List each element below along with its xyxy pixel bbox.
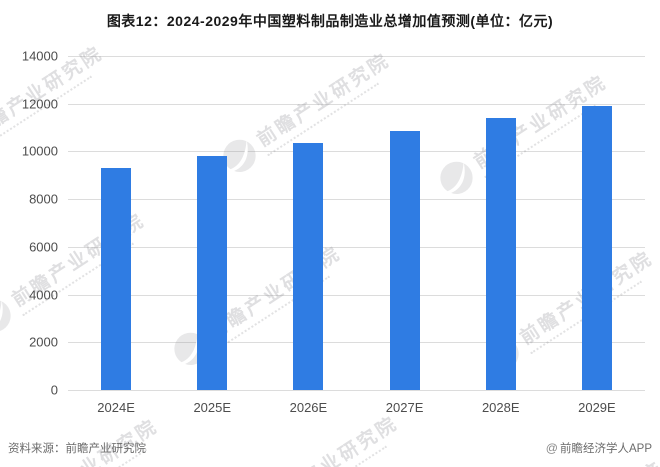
qianzhan-logo-watermark-icon [440, 161, 473, 194]
gridline-14000 [68, 56, 645, 57]
brand-caption-label: 前瞻经济学人APP [559, 443, 652, 455]
y-tick-label-6000: 6000 [29, 239, 58, 255]
gridline-8000 [68, 199, 645, 201]
source-caption: 资料来源：前瞻产业研究院 [8, 443, 146, 455]
qianzhan-watermark: 前瞻产业研究院 [0, 411, 166, 467]
y-tick-label-10000: 10000 [21, 143, 58, 159]
bar-2024E [101, 168, 132, 390]
y-tick-label-14000: 14000 [21, 48, 58, 64]
gridline-2000 [68, 342, 645, 344]
watermark-subline [275, 445, 388, 467]
y-tick-label-8000: 8000 [29, 191, 58, 207]
gridline-10000 [68, 151, 645, 153]
watermark-text: 前瞻产业研究院 [261, 412, 403, 467]
y-tick-label-12000: 12000 [21, 96, 58, 112]
bar-2029E [581, 106, 612, 390]
gridline-4000 [68, 294, 645, 296]
x-axis-label-2027E: 2027E [385, 400, 424, 415]
x-axis-label-2025E: 2025E [193, 400, 232, 415]
y-tick-label-0: 0 [50, 382, 58, 398]
bar-2027E [389, 130, 420, 390]
watermark-subline [0, 75, 93, 150]
bar-2026E [293, 143, 324, 390]
gridline-6000 [68, 246, 645, 248]
bar-2028E [485, 118, 516, 390]
watermark-text: 前瞻产业研究院 [253, 49, 395, 152]
y-tick-label-4000: 4000 [29, 287, 58, 303]
gridline-12000 [68, 103, 645, 105]
qianzhan-watermark: 前瞻产业研究院 [224, 408, 406, 467]
x-axis-label-2024E: 2024E [97, 400, 135, 415]
x-axis-label-2026E: 2026E [289, 400, 328, 415]
x-axis-label-2028E: 2028E [481, 400, 520, 415]
gridline-0 [68, 390, 645, 391]
x-axis-label-2029E: 2029E [578, 400, 616, 415]
chart-title: 图表12：2024-2029年中国塑料制品制造业总增加值预测(单位：亿元) [106, 13, 554, 29]
qianzhan-logo-icon: @ [545, 441, 558, 455]
brand-caption: @ 前瞻经济学人APP [546, 440, 652, 456]
bar-2025E [197, 156, 228, 390]
y-tick-label-2000: 2000 [29, 334, 58, 350]
